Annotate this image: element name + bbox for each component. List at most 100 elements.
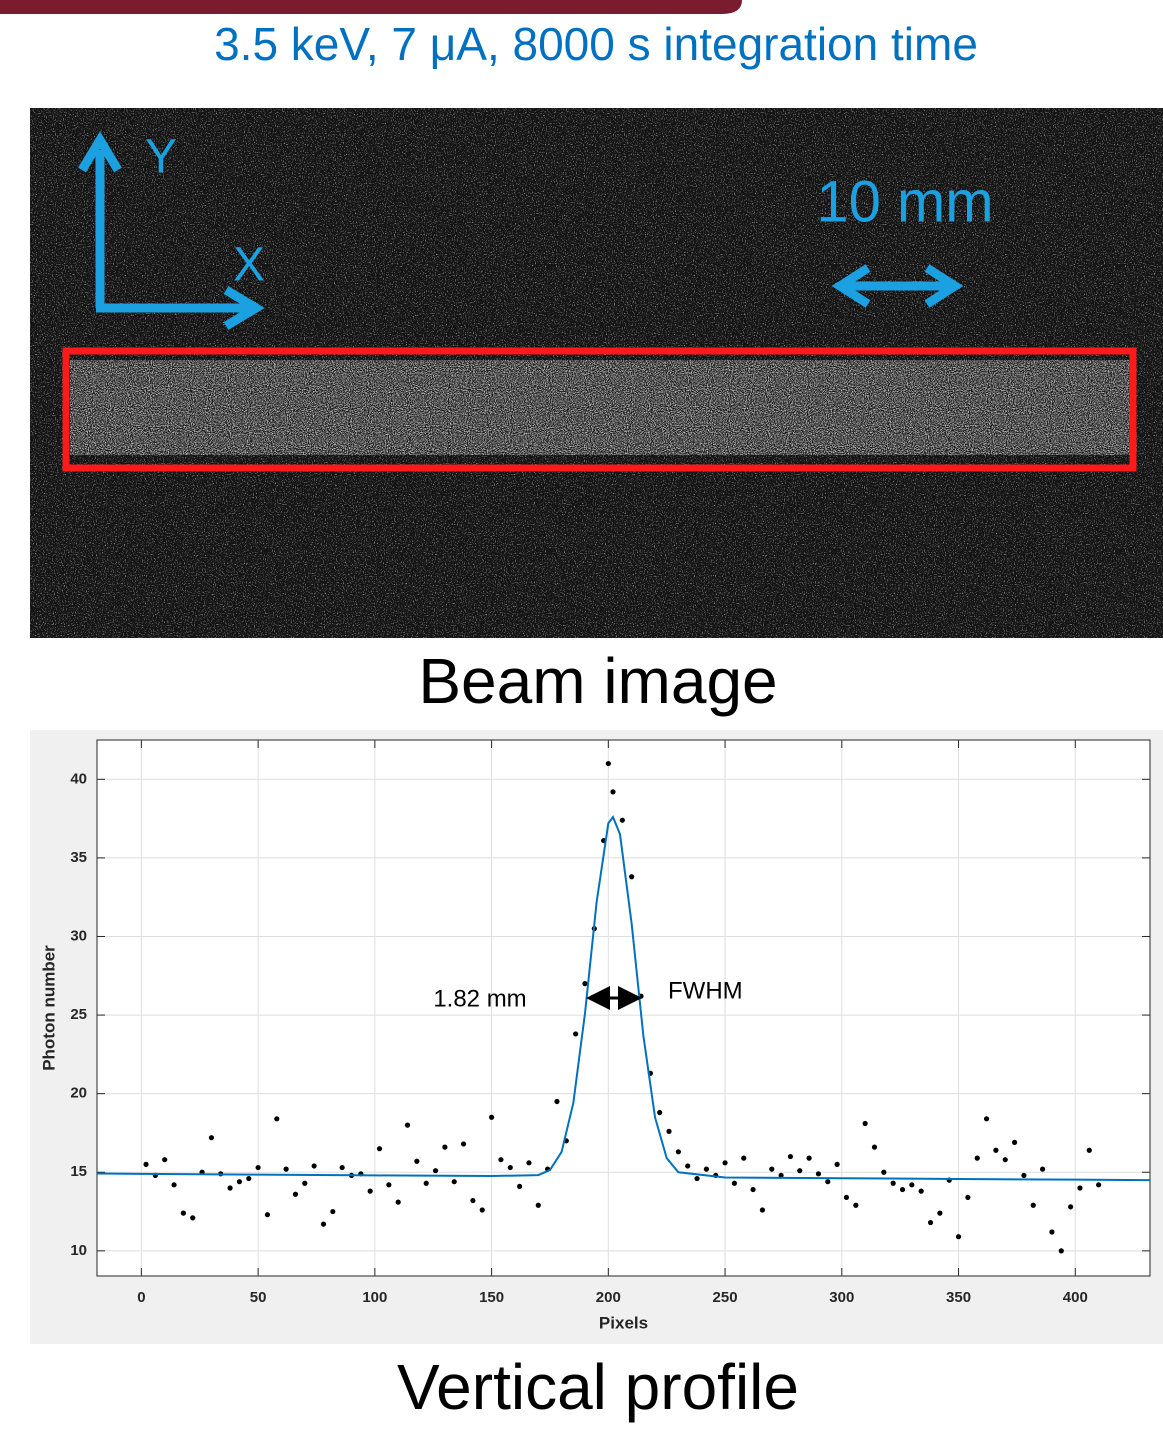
fit-line: [96, 814, 1151, 1182]
data-point: [862, 1120, 868, 1127]
y-arrow: [78, 131, 122, 308]
beam-band: [70, 360, 1130, 455]
data-point: [470, 1197, 476, 1204]
data-point: [731, 1180, 738, 1186]
y-tick-label: 30: [70, 927, 87, 944]
data-point: [657, 1109, 663, 1116]
slide-title: 3.5 keV, 7 μA, 8000 s integration time: [214, 18, 978, 70]
y-tick-label: 35: [70, 849, 87, 866]
data-point: [843, 1194, 850, 1201]
data-point: [526, 1160, 532, 1166]
chart: 0 50 100 150 200 250 300 350 400 10 15 20 25 30 35 40 Pi…: [39, 740, 1151, 1332]
data-point: [255, 1164, 261, 1171]
data-point: [955, 1234, 962, 1240]
x-tick-label: 150: [479, 1289, 504, 1306]
scale-label: 10 mm: [816, 169, 993, 234]
data-point: [1068, 1204, 1074, 1210]
data-point: [414, 1158, 420, 1164]
data-point: [246, 1175, 252, 1182]
data-point: [479, 1207, 485, 1213]
data-point: [769, 1166, 775, 1172]
data-point: [993, 1147, 999, 1153]
y-axis-label: Photon number: [39, 945, 58, 1071]
data-point: [759, 1207, 766, 1213]
data-point: [292, 1191, 299, 1197]
data-point: [227, 1185, 233, 1191]
data-point: [143, 1161, 149, 1167]
roi-box: [62, 347, 1137, 472]
data-point: [927, 1219, 934, 1226]
x-arrow: [96, 286, 265, 330]
x-tick-label: 400: [1063, 1289, 1088, 1306]
data-point: [283, 1166, 289, 1172]
data-point: [797, 1168, 803, 1174]
data-point: [573, 1031, 579, 1037]
image-caption: Beam image: [418, 645, 777, 717]
data-point: [498, 1157, 504, 1163]
x-axis-label: Pixels: [599, 1313, 648, 1332]
data-point: [685, 1163, 691, 1169]
data-point: [937, 1210, 943, 1216]
header-bar: [0, 0, 742, 14]
data-point: [190, 1215, 196, 1221]
data-point: [694, 1175, 700, 1182]
y-axis-letter: Y: [145, 131, 177, 184]
data-point: [806, 1155, 812, 1161]
data-point: [605, 760, 611, 767]
annotation: 1.82 mm: [433, 985, 526, 1012]
data-point: [918, 1188, 924, 1194]
x-tick-label: 0: [137, 1289, 145, 1306]
x-tick-label: 250: [713, 1289, 738, 1306]
data-point: [460, 1141, 467, 1147]
data-point: [274, 1116, 280, 1122]
data-point: [871, 1144, 878, 1150]
data-point: [703, 1166, 709, 1172]
data-point: [1096, 1182, 1102, 1188]
data-point: [162, 1157, 168, 1163]
data-point: [1086, 1147, 1092, 1153]
y-tick-label: 10: [70, 1242, 87, 1259]
data-point: [750, 1186, 756, 1193]
x-tick-label: 350: [946, 1289, 971, 1306]
data-point: [965, 1194, 971, 1201]
data-point: [386, 1182, 392, 1188]
x-tick-label: 300: [829, 1289, 854, 1306]
data-point: [507, 1164, 513, 1171]
data-point: [1039, 1166, 1046, 1172]
data-point: [881, 1169, 887, 1175]
data-point: [208, 1135, 215, 1141]
data-point: [610, 789, 616, 795]
y-tick-label: 25: [70, 1006, 87, 1023]
data-point: [339, 1164, 345, 1171]
data-point: [853, 1202, 859, 1208]
data-point: [582, 981, 588, 987]
data-point: [1058, 1248, 1064, 1254]
data-point: [787, 1153, 794, 1160]
data-point: [488, 1114, 495, 1120]
data-point: [535, 1202, 541, 1208]
profile-caption: Vertical profile: [397, 1351, 799, 1423]
data-point: [675, 1149, 681, 1155]
data-point: [666, 1128, 672, 1134]
data-point: [974, 1155, 980, 1161]
data-point: [451, 1179, 457, 1185]
data-point: [171, 1182, 177, 1188]
data-point: [330, 1208, 336, 1215]
data-point: [899, 1186, 906, 1193]
y-tick-label: 15: [70, 1163, 87, 1180]
data-point: [367, 1188, 373, 1194]
data-point: [1077, 1185, 1083, 1191]
x-axis-letter: X: [233, 239, 265, 292]
data-point: [517, 1183, 523, 1190]
data-point: [1002, 1157, 1008, 1163]
data-point: [778, 1172, 784, 1179]
data-point: [236, 1179, 243, 1185]
data-point: [1011, 1139, 1018, 1145]
data-point: [983, 1116, 990, 1122]
scale-arrow: [831, 264, 964, 308]
y-tick-label: 20: [70, 1085, 87, 1102]
data-point: [376, 1146, 383, 1152]
data-point: [302, 1180, 308, 1186]
annotation: FWHM: [668, 977, 743, 1004]
